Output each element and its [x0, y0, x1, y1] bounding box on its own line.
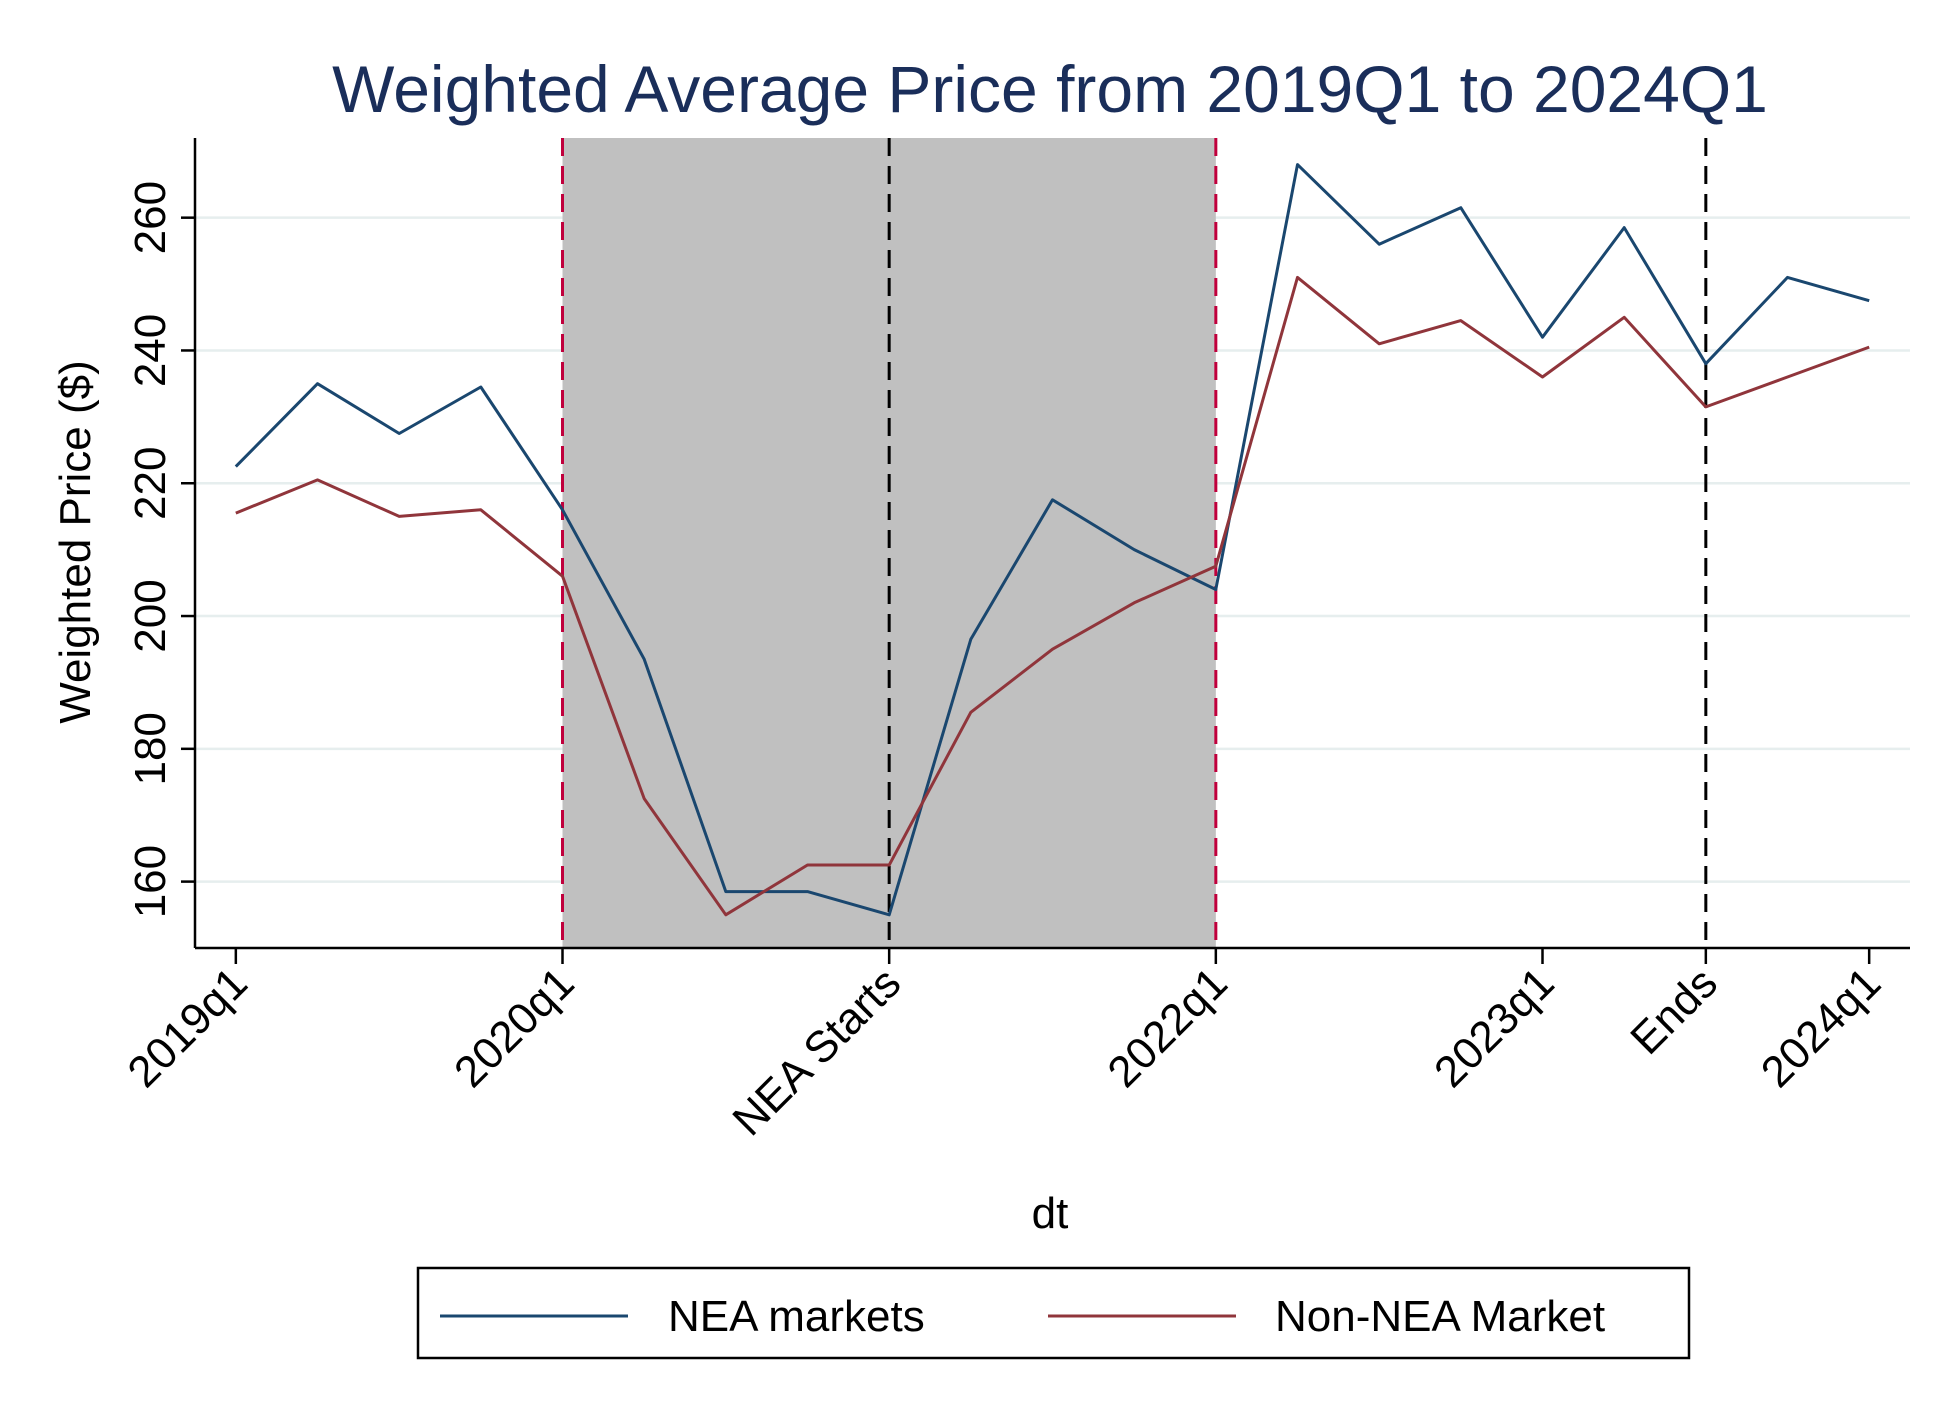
series-line-1 [235, 275, 1870, 917]
series-line-0 [234, 163, 1870, 917]
legend: NEA markets Non-NEA Market [416, 1266, 1691, 1360]
y-axis-title: Weighted Price ($) [51, 360, 100, 724]
x-axis-title: dt [1032, 1189, 1069, 1238]
y-tick-label: 200 [126, 579, 175, 652]
legend-box [416, 1266, 1691, 1360]
y-tick-label: 260 [126, 181, 175, 254]
y-tick-label: 240 [126, 314, 175, 387]
reference-lines-layer [561, 138, 1708, 948]
series-layer [234, 163, 1870, 917]
chart-title: Weighted Average Price from 2019Q1 to 20… [332, 52, 1768, 126]
legend-label-nea-markets: NEA markets [668, 1292, 925, 1341]
legend-label-non-nea-market: Non-NEA Market [1275, 1292, 1605, 1341]
axes-layer [193, 138, 1910, 950]
y-tick-label: 220 [126, 447, 175, 520]
y-tick-label: 180 [126, 712, 175, 785]
y-tick-label: 160 [126, 845, 175, 918]
